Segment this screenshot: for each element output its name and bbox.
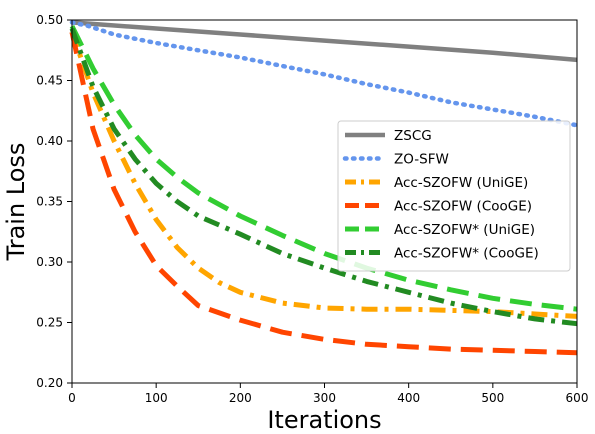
series-layer — [69, 20, 580, 356]
y-tick-label: 0.35 — [36, 195, 63, 209]
legend-label-5: Acc-SZOFW* (UniGE) — [394, 222, 535, 238]
series-line-4 — [69, 31, 578, 356]
x-tick-label: 100 — [145, 391, 168, 405]
y-tick-label: 0.50 — [36, 13, 63, 27]
legend-label-4: Acc-SZOFW (CooGE) — [394, 199, 532, 215]
x-tick-label: 200 — [229, 391, 252, 405]
legend-label-6: Acc-SZOFW* (CooGE) — [394, 246, 539, 262]
series-line-1 — [71, 20, 578, 63]
series-line-6 — [69, 27, 578, 327]
y-tick-label: 0.25 — [36, 316, 63, 330]
legend-label-3: Acc-SZOFW (UniGE) — [394, 175, 528, 191]
series-line-2 — [69, 20, 580, 128]
legend-box — [337, 120, 571, 272]
y-tick-label: 0.20 — [36, 376, 63, 390]
ticks-layer: 0 100 200 300 400 500 600 0.20 0.25 0.30 0.35 0.40 0… — [36, 13, 588, 405]
series-line-3 — [69, 31, 578, 319]
legend: ZSCG ZO-SFW Acc-SZOFW (UniGE) Acc-SZOFW (Co… — [337, 120, 571, 272]
x-tick-label: 0 — [68, 391, 76, 405]
y-tick-label: 0.45 — [36, 74, 63, 88]
legend-label-1: ZSCG — [394, 128, 432, 144]
y-tick-label: 0.30 — [36, 255, 63, 269]
x-axis-label: Iterations — [267, 406, 381, 434]
x-tick-label: 600 — [566, 391, 589, 405]
x-tick-label: 400 — [397, 391, 420, 405]
x-tick-label: 500 — [481, 391, 504, 405]
x-tick-label: 300 — [313, 391, 336, 405]
y-axis-label: Train Loss — [2, 143, 30, 262]
series-line-5 — [69, 24, 578, 312]
y-tick-label: 0.40 — [36, 134, 63, 148]
legend-label-2: ZO-SFW — [394, 152, 449, 168]
